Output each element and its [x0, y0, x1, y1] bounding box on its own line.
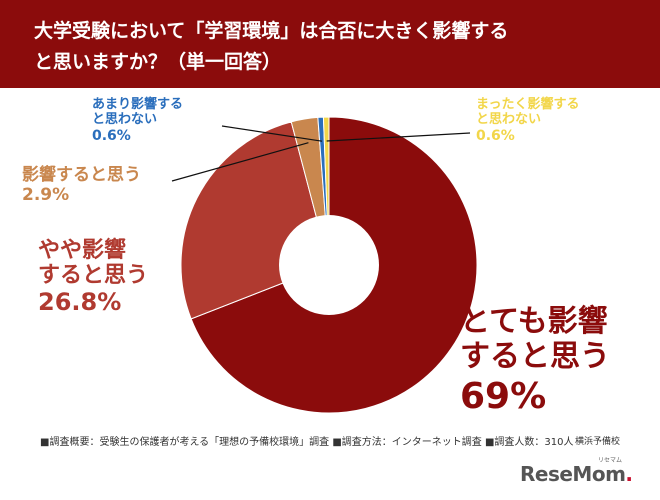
- label-somewhat-line-2: すると思う: [38, 263, 149, 289]
- resemom-logo-dot: .: [625, 462, 633, 486]
- survey-note: ■調査概要：受験生の保護者が考える「理想の予備校環境」調査 ■調査方法：インター…: [40, 437, 574, 448]
- label-very-much: とても影響 すると思う 69%: [460, 304, 610, 417]
- resemom-logo-ruby: リセマム: [598, 457, 623, 464]
- label-very-much-value: 69%: [460, 376, 547, 417]
- leader-lines: [171, 125, 471, 182]
- label-not-at-all: まったく影響する と思わない 0.6%: [476, 97, 580, 144]
- leader-line-affects: [171, 142, 309, 182]
- donut-hole: [279, 215, 379, 315]
- label-not-at-all-line-2: と思わない: [476, 111, 542, 127]
- label-very-much-line-1: とても影響: [460, 304, 608, 339]
- label-somewhat-line-1: やや影響: [38, 238, 127, 263]
- resemom-logo-text: ReseMom: [520, 462, 626, 486]
- resemom-logo: ReseMom.: [520, 462, 633, 486]
- title-bar: [0, 0, 660, 88]
- label-very-much-line-2: すると思う: [460, 338, 610, 374]
- label-not-much-line-1: あまり影響する: [92, 97, 184, 112]
- label-somewhat: やや影響 すると思う 26.8%: [38, 238, 148, 316]
- sponsor-name: 横浜予備校: [575, 437, 621, 447]
- label-not-at-all-line-1: まったく影響する: [476, 97, 580, 112]
- leader-line-not-much: [221, 125, 323, 142]
- leader-line-not-at-all: [326, 132, 471, 142]
- label-not-much-line-2: と思わない: [92, 111, 158, 127]
- label-not-at-all-value: 0.6%: [476, 127, 515, 144]
- label-affects-line-1: 影響すると思う: [22, 165, 141, 185]
- label-not-much: あまり影響する と思わない 0.6%: [92, 97, 184, 144]
- chart-title-line-2: と思いますか？（単一回答）: [34, 51, 282, 73]
- chart-title-line-1: 大学受験において「学習環境」は合否に大きく影響する: [34, 20, 509, 42]
- label-affects: 影響すると思う 2.9%: [22, 165, 141, 205]
- label-affects-value: 2.9%: [22, 184, 70, 205]
- label-somewhat-value: 26.8%: [38, 287, 122, 316]
- label-not-much-value: 0.6%: [92, 127, 131, 144]
